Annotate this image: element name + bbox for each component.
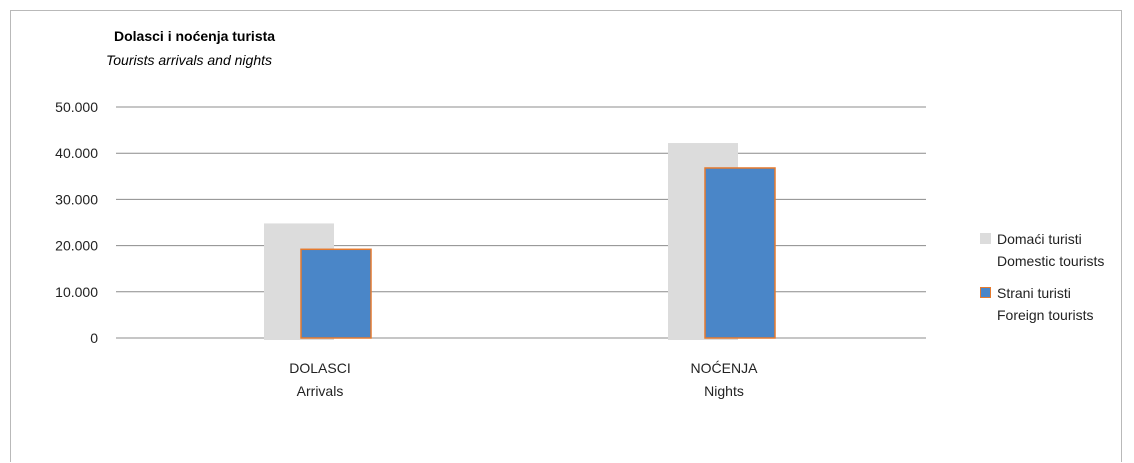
chart-frame — [10, 10, 1122, 462]
y-tick-label: 50.000 — [55, 99, 98, 115]
legend-label-domestic-local: Domaći turisti — [997, 231, 1082, 247]
legend-swatch-domestic — [980, 233, 991, 244]
legend-label-foreign-english: Foreign tourists — [997, 307, 1094, 323]
legend-label-foreign-local: Strani turisti — [997, 285, 1071, 301]
bar-foreign — [300, 248, 372, 339]
x-tick-sublabel: Nights — [704, 383, 744, 399]
y-tick-label: 20.000 — [55, 238, 98, 254]
x-tick-sublabel: Arrivals — [297, 383, 344, 399]
chart-title: Dolasci i noćenja turista — [114, 28, 276, 44]
x-tick-label: DOLASCI — [289, 360, 350, 376]
legend-item-foreign: Strani turisti Foreign tourists — [980, 282, 1130, 326]
y-tick-label: 30.000 — [55, 191, 98, 207]
legend-label-domestic-english: Domestic tourists — [997, 253, 1105, 269]
x-tick-label: NOĆENJA — [691, 360, 759, 376]
y-tick-label: 0 — [90, 330, 98, 346]
chart-subtitle: Tourists arrivals and nights — [106, 52, 273, 68]
legend-item-domestic: Domaći turisti Domestic tourists — [980, 228, 1130, 272]
y-tick-label: 40.000 — [55, 145, 98, 161]
chart-legend: Domaći turisti Domestic tourists Strani … — [980, 228, 1130, 336]
y-tick-label: 10.000 — [55, 284, 98, 300]
bar-foreign — [704, 167, 776, 339]
legend-swatch-foreign — [980, 287, 991, 298]
